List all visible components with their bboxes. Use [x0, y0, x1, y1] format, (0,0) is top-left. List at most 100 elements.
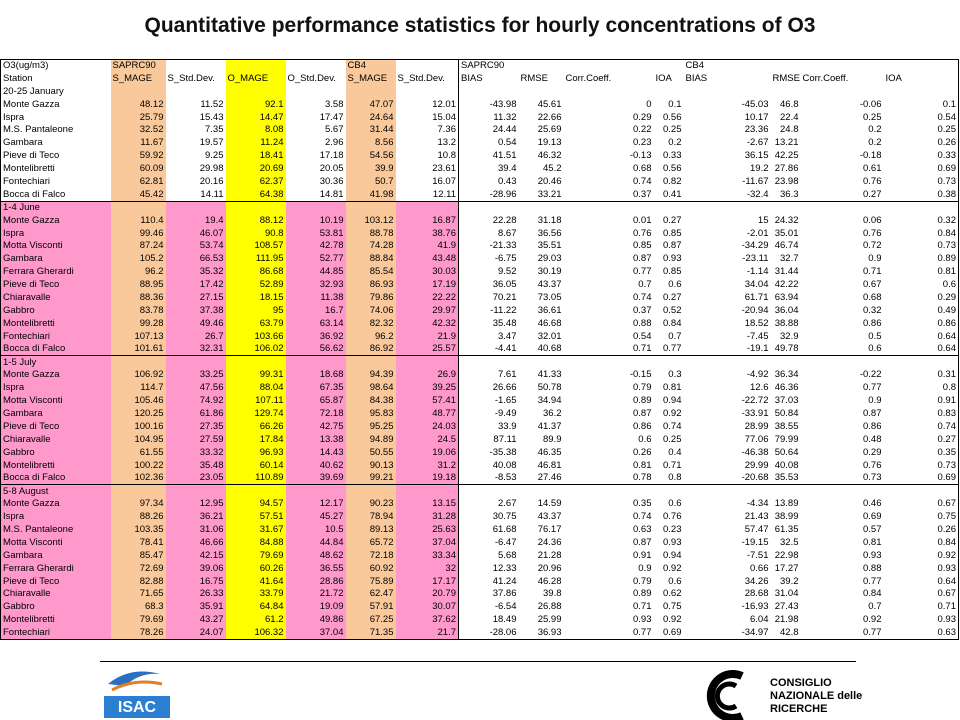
value-cell: 0.52: [663, 304, 682, 316]
value-cell: -1.14: [746, 266, 769, 278]
value-cell: 46.07: [165, 227, 226, 240]
value-cell: 86.93: [345, 278, 396, 292]
value-cell: 10.17: [744, 111, 769, 123]
value-cell: 34.04: [744, 279, 769, 291]
value-cell: 31.44: [774, 266, 799, 278]
value-cell: 0.6: [668, 498, 682, 510]
header-cell: RMSE: [772, 72, 800, 84]
value-cell: 43.37: [537, 279, 562, 291]
value-cell: 46.35: [537, 446, 562, 458]
value-cell: 0.9: [638, 562, 652, 574]
value-cell: 0.74: [633, 175, 652, 187]
value-cell: 8.08: [225, 123, 286, 137]
table-row: M.S. Pantaleone 103.35 31.06 31.67 10.5 89.13…: [0, 523, 959, 537]
value-cell: 0.92: [937, 549, 957, 561]
value-cell: 39.4: [498, 163, 517, 175]
value-cell: 92.1: [225, 98, 286, 112]
station-name: Fontechiari: [0, 330, 111, 344]
value-cell: 72.18: [285, 407, 346, 421]
value-cell: 0.33: [937, 150, 957, 162]
value-cell: 0.78: [633, 472, 652, 484]
value-cell: 0.93: [937, 562, 957, 574]
value-cell: 77.06: [744, 433, 769, 445]
value-cell: 35.53: [774, 472, 799, 484]
cell: [345, 85, 396, 99]
value-cell: 27.46: [537, 472, 562, 484]
value-cell: 0.77: [663, 343, 682, 355]
logo-box: [104, 696, 170, 718]
value-cell: 0.32: [937, 214, 957, 226]
header-cell: CB4: [345, 59, 396, 73]
value-cell: 0.64: [937, 575, 957, 587]
value-cell: 0.46: [863, 498, 882, 510]
value-cell: 31.2: [395, 459, 459, 472]
station-name: Chiaravalle: [0, 588, 111, 601]
value-cell: 21.98: [774, 614, 799, 626]
station-name: M.S. Pantaleone: [0, 523, 111, 537]
header-cell: CB4: [685, 60, 704, 72]
value-cell: 50.55: [345, 446, 396, 460]
value-cell: 0.93: [863, 549, 882, 561]
value-cell: 60.26: [225, 562, 286, 576]
value-cell: 67.25: [345, 613, 396, 627]
value-cell: 0.71: [633, 343, 652, 355]
value-cell: 0.91: [633, 549, 652, 561]
value-cell: 0.4: [668, 446, 682, 458]
value-cell: 0.92: [863, 614, 882, 626]
header-cell: SAPRC90: [461, 60, 505, 72]
cell: [801, 85, 884, 98]
station-name: Montelibretti: [3, 163, 55, 175]
value-cell: 61.35: [774, 524, 799, 535]
value-cell: 0.6: [868, 343, 882, 355]
table-row: Station S_MAGE S_Std.Dev. O_MAGE O_Std.Dev. S…: [1, 72, 959, 86]
station-name: Montelibretti: [0, 613, 111, 627]
value-cell: 16.7: [285, 304, 346, 318]
value-cell: 2.96: [325, 137, 344, 149]
value-cell: 0.29: [633, 111, 652, 123]
value-cell: 37.04: [395, 536, 459, 550]
value-cell: 87.11: [493, 433, 517, 445]
table-row: Gambara 85.47 42.15 79.69 48.62 72.18 33.34 5.6…: [0, 549, 959, 563]
cell: [225, 355, 286, 369]
value-cell: -35.38: [489, 446, 517, 458]
cell: [345, 355, 396, 369]
station-name: Montelibretti: [0, 459, 111, 472]
table-row: Pieve di Teco 88.95 17.42 52.89 32.93 86.93 17…: [0, 278, 959, 292]
header-cell: [564, 60, 654, 73]
value-cell: -8.53: [494, 472, 517, 484]
table-row: Gambara 120.25 61.86 129.74 72.18 95.83 48.77 -…: [0, 407, 959, 421]
value-cell: 17.84: [225, 433, 286, 447]
value-cell: 32.5: [780, 536, 799, 548]
value-cell: 10.8: [395, 149, 459, 163]
station-name: Ferrara Gherardi: [0, 265, 111, 279]
value-cell: 0.77: [633, 266, 652, 278]
value-cell: 29.97: [395, 304, 459, 318]
value-cell: 36.2: [543, 407, 562, 419]
value-cell: 86.68: [225, 265, 286, 279]
group-label: 1-4 June: [0, 200, 111, 215]
table-row: Gambara 105.2 66.53 111.95 52.77 88.84 43.48 -6…: [0, 252, 959, 266]
value-cell: 0.93: [937, 614, 957, 626]
value-cell: 0.77: [633, 626, 652, 638]
value-cell: 110.4: [110, 214, 166, 228]
value-cell: 79.69: [225, 549, 286, 563]
value-cell: -46.38: [741, 446, 769, 458]
logo-text: RICERCHE: [770, 703, 827, 715]
value-cell: 34.94: [537, 395, 562, 407]
value-cell: 0.56: [663, 111, 682, 123]
value-cell: 67.35: [285, 381, 346, 395]
value-cell: 30.36: [319, 175, 344, 187]
header-cell: IOA: [885, 72, 902, 84]
cell: [683, 200, 771, 215]
value-cell: -1.65: [494, 395, 517, 407]
value-cell: 75.89: [345, 575, 396, 589]
cell: [800, 355, 884, 369]
table-row: O3(ug/m3) SAPRC90 CB4 SAPRC90 CB4: [1, 59, 959, 73]
value-cell: 13.2: [395, 136, 459, 150]
value-cell: 52.89: [225, 278, 286, 292]
value-cell: 21.9: [395, 330, 459, 344]
footer-rule: [100, 661, 856, 662]
value-cell: 0.71: [937, 601, 957, 613]
value-cell: 0.85: [663, 266, 682, 278]
value-cell: 12.33: [492, 562, 517, 574]
